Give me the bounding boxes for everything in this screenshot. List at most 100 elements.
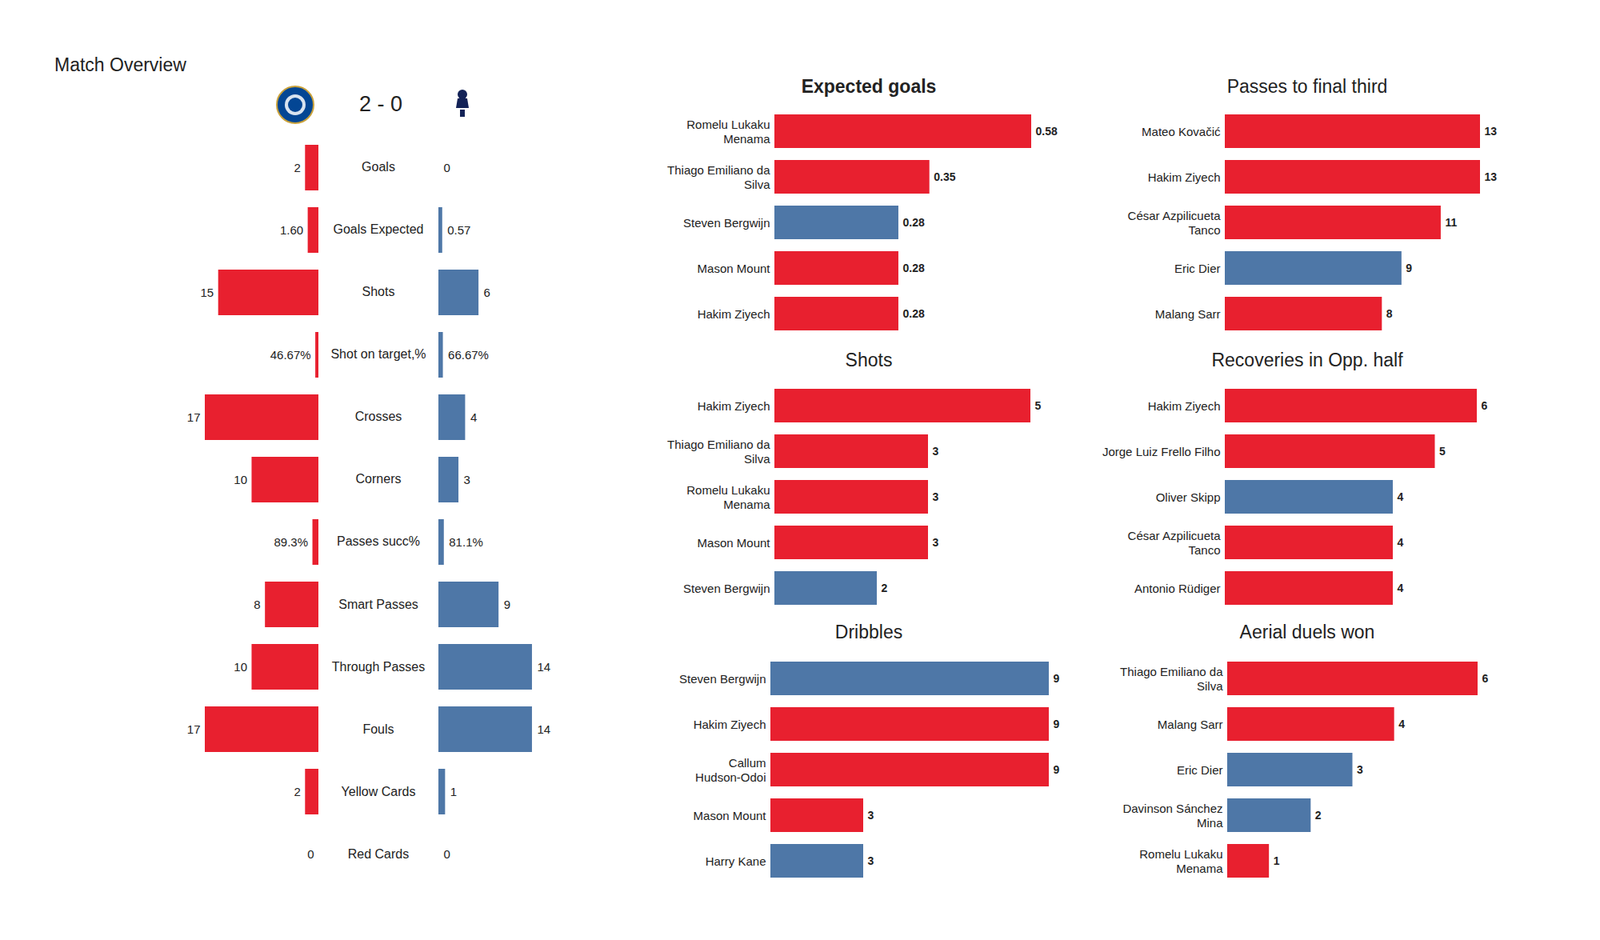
svg-text:4: 4 xyxy=(470,410,477,424)
svg-text:3: 3 xyxy=(932,536,940,549)
svg-text:2: 2 xyxy=(293,160,300,175)
svg-text:0.28: 0.28 xyxy=(902,216,924,229)
svg-text:10: 10 xyxy=(233,660,248,674)
html-text:Passes succ%: Passes succ% xyxy=(336,534,420,549)
html-text:Goals: Goals xyxy=(361,160,396,174)
html-text:Shots: Shots xyxy=(362,284,395,299)
svg-text:2: 2 xyxy=(293,784,300,799)
html-text:Yellow Cards: Yellow Cards xyxy=(341,784,416,799)
svg-text:2: 2 xyxy=(881,581,888,595)
svg-text:1: 1 xyxy=(1273,854,1280,868)
svg-text:Mateo Kovačić: Mateo Kovačić xyxy=(1141,124,1221,139)
svg-text:Eric Dier: Eric Dier xyxy=(1174,261,1221,276)
html-text:Through Passes: Through Passes xyxy=(331,659,426,674)
svg-text:Malang Sarr: Malang Sarr xyxy=(1157,717,1224,732)
svg-text:0.28: 0.28 xyxy=(902,307,924,320)
svg-text:0.28: 0.28 xyxy=(902,261,924,275)
svg-text:11: 11 xyxy=(1444,216,1457,229)
svg-text:13: 13 xyxy=(1484,124,1498,138)
svg-text:Hakim Ziyech: Hakim Ziyech xyxy=(693,717,767,732)
svg-text:13: 13 xyxy=(1484,170,1498,184)
svg-text:Thiago Emiliano daSilva: Thiago Emiliano daSilva xyxy=(667,437,771,465)
svg-text:10: 10 xyxy=(233,472,248,487)
svg-text:5: 5 xyxy=(1439,444,1446,458)
svg-text:Mason Mount: Mason Mount xyxy=(697,536,772,550)
svg-text:4: 4 xyxy=(1397,490,1404,504)
svg-text:0: 0 xyxy=(444,847,451,861)
svg-text:14: 14 xyxy=(536,722,551,736)
svg-text:5: 5 xyxy=(1035,399,1042,412)
svg-text:Hakim Ziyech: Hakim Ziyech xyxy=(697,399,771,413)
svg-text:0.35: 0.35 xyxy=(933,170,956,184)
svg-text:8: 8 xyxy=(253,597,260,612)
html-text:Recoveries in Opp. half: Recoveries in Opp. half xyxy=(1211,349,1403,371)
svg-text:Romelu LukakuMenama: Romelu LukakuMenama xyxy=(686,483,771,511)
svg-text:Hakim Ziyech: Hakim Ziyech xyxy=(697,307,771,321)
svg-text:15: 15 xyxy=(200,285,215,300)
html-text:Aerial duels won: Aerial duels won xyxy=(1239,621,1375,643)
svg-text:César AzpilicuetaTanco: César AzpilicuetaTanco xyxy=(1128,208,1222,236)
svg-text:8: 8 xyxy=(1386,307,1393,320)
svg-text:3: 3 xyxy=(464,472,471,487)
svg-text:4: 4 xyxy=(1397,536,1404,549)
svg-text:Romelu LukakuMenama: Romelu LukakuMenama xyxy=(686,117,771,145)
svg-text:4: 4 xyxy=(1397,581,1404,595)
html-text:Match Overview: Match Overview xyxy=(54,54,187,76)
svg-text:Romelu LukakuMenama: Romelu LukakuMenama xyxy=(1139,847,1224,875)
svg-text:46.67%: 46.67% xyxy=(270,348,312,362)
svg-text:3: 3 xyxy=(868,854,875,868)
svg-text:Jorge Luiz Frello Filho: Jorge Luiz Frello Filho xyxy=(1102,444,1221,459)
svg-text:89.3%: 89.3% xyxy=(273,535,308,549)
svg-text:Eric Dier: Eric Dier xyxy=(1176,763,1224,777)
svg-text:Harry Kane: Harry Kane xyxy=(705,854,767,868)
html-text:Shots: Shots xyxy=(845,349,893,371)
svg-text:6: 6 xyxy=(1482,672,1489,685)
svg-text:CallumHudson-Odoi: CallumHudson-Odoi xyxy=(695,756,766,784)
svg-text:Mason Mount: Mason Mount xyxy=(697,261,772,276)
svg-text:0.57: 0.57 xyxy=(447,223,471,237)
svg-text:17: 17 xyxy=(187,722,201,736)
svg-text:0: 0 xyxy=(444,160,451,175)
svg-text:Antonio Rüdiger: Antonio Rüdiger xyxy=(1134,581,1221,596)
svg-text:9: 9 xyxy=(1405,261,1412,275)
svg-text:14: 14 xyxy=(536,660,551,674)
svg-text:9: 9 xyxy=(504,597,511,612)
svg-text:66.67%: 66.67% xyxy=(448,348,489,362)
svg-text:9: 9 xyxy=(1053,717,1060,731)
svg-text:Steven Bergwijn: Steven Bergwijn xyxy=(679,672,766,686)
svg-text:Mason Mount: Mason Mount xyxy=(693,808,768,823)
html-text:Passes to final third: Passes to final third xyxy=(1226,76,1388,97)
html-text:Dribbles: Dribbles xyxy=(835,621,903,643)
html-text:Crosses: Crosses xyxy=(354,409,402,424)
html-text:2 - 0: 2 - 0 xyxy=(359,92,403,116)
svg-text:6: 6 xyxy=(484,285,491,300)
svg-text:4: 4 xyxy=(1398,717,1405,731)
svg-text:Steven Bergwijn: Steven Bergwijn xyxy=(683,581,770,596)
svg-text:1: 1 xyxy=(450,784,457,799)
svg-text:César AzpilicuetaTanco: César AzpilicuetaTanco xyxy=(1128,528,1222,556)
svg-text:Thiago Emiliano daSilva: Thiago Emiliano daSilva xyxy=(667,163,771,191)
svg-text:9: 9 xyxy=(1053,763,1060,776)
svg-text:3: 3 xyxy=(932,444,940,458)
svg-text:Hakim Ziyech: Hakim Ziyech xyxy=(1148,399,1221,413)
svg-text:1.60: 1.60 xyxy=(280,223,304,237)
svg-text:9: 9 xyxy=(1053,672,1060,685)
svg-text:Davinson SánchezMina: Davinson SánchezMina xyxy=(1122,801,1224,829)
html-text:Goals Expected: Goals Expected xyxy=(333,222,424,236)
svg-text:0: 0 xyxy=(307,847,314,861)
svg-text:0.58: 0.58 xyxy=(1036,124,1058,138)
svg-text:3: 3 xyxy=(1356,763,1364,776)
svg-text:Steven Bergwijn: Steven Bergwijn xyxy=(683,216,770,230)
svg-text:81.1%: 81.1% xyxy=(448,535,484,549)
svg-text:Oliver Skipp: Oliver Skipp xyxy=(1156,490,1221,504)
html-text:Shot on target,%: Shot on target,% xyxy=(330,347,427,361)
svg-text:6: 6 xyxy=(1481,399,1488,412)
svg-text:Thiago Emiliano daSilva: Thiago Emiliano daSilva xyxy=(1120,664,1224,692)
html-text:Expected goals: Expected goals xyxy=(801,76,937,97)
svg-text:17: 17 xyxy=(187,410,201,424)
svg-text:3: 3 xyxy=(932,490,940,504)
svg-text:Hakim Ziyech: Hakim Ziyech xyxy=(1148,170,1221,184)
svg-text:3: 3 xyxy=(868,808,875,822)
svg-text:Malang Sarr: Malang Sarr xyxy=(1155,307,1221,321)
svg-text:2: 2 xyxy=(1315,808,1322,822)
